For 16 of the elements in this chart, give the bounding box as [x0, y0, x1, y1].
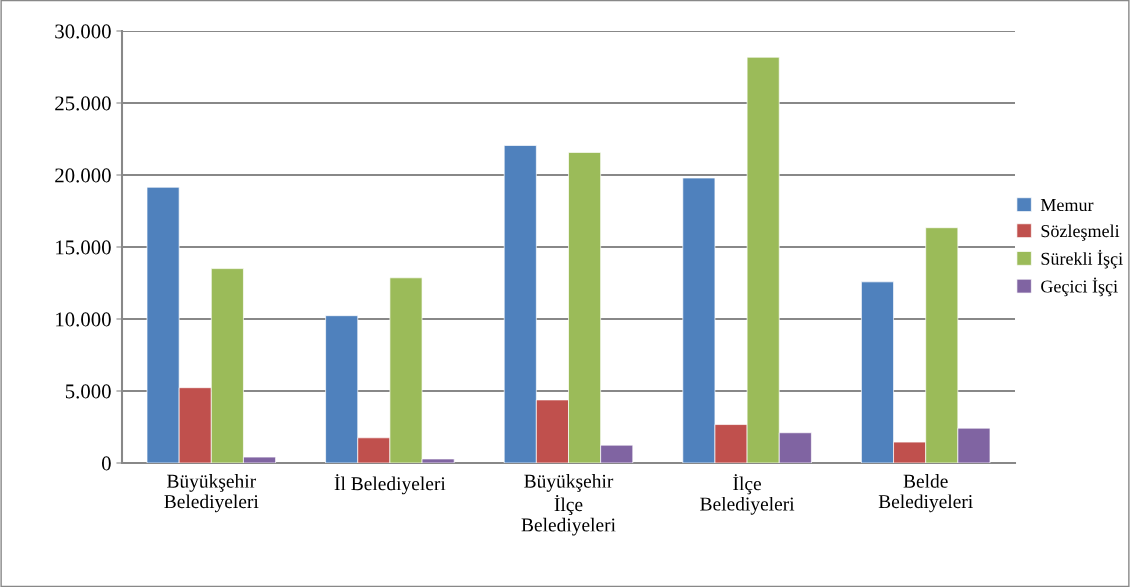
y-tick-label: 0 — [101, 456, 111, 471]
x-tick-label: İlçe Belediyeleri — [700, 474, 795, 515]
y-tick-label: 15.000 — [56, 240, 111, 255]
legend-label: Sürekli İşçi — [1041, 249, 1123, 269]
legend-label: Memur — [1040, 199, 1094, 212]
x-tick-label: Büyükşehir Belediyeleri — [164, 474, 259, 513]
y-tick-label: 25.000 — [55, 96, 111, 111]
y-tick-label: 5.000 — [65, 384, 111, 399]
x-tick-label: İl Belediyeleri — [334, 474, 446, 495]
x-tick-label: Belde Belediyeleri — [878, 474, 973, 513]
legend-label: Geçici İşçi — [1041, 277, 1118, 297]
y-tick-label: 10.000 — [56, 312, 111, 327]
x-tick-label: Büyükşehir İlçe Belediyeleri — [521, 474, 616, 536]
legend-label: Sözleşmeli — [1041, 224, 1120, 241]
y-tick-label: 30.000 — [55, 24, 111, 39]
y-tick-label: 20.000 — [55, 168, 111, 183]
